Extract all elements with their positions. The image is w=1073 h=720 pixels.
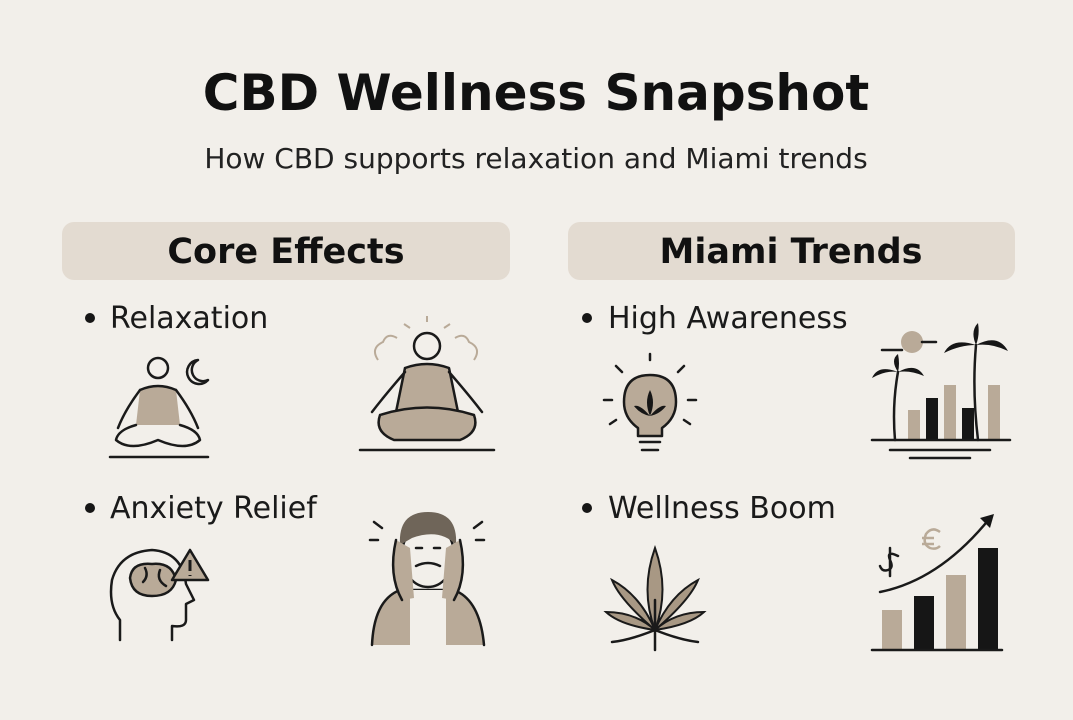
meditation-figure-icon xyxy=(358,316,496,452)
section-heading-box xyxy=(62,222,510,280)
section-heading: Core Effects xyxy=(167,232,404,272)
section-heading-box xyxy=(568,222,1015,280)
anxiety-icon xyxy=(109,548,210,642)
growth-icon xyxy=(870,514,1004,652)
bullet xyxy=(85,503,95,513)
bullet xyxy=(582,503,592,513)
item-label: Wellness Boom xyxy=(608,491,836,526)
miami-icon xyxy=(870,323,1012,460)
item-label: High Awareness xyxy=(608,301,848,336)
meditation-icon xyxy=(108,356,210,459)
bullet xyxy=(582,313,592,323)
lightbulb-icon xyxy=(602,352,698,452)
title: CBD Wellness Snapshot xyxy=(203,64,869,122)
leaf-icon xyxy=(603,545,707,652)
item-label: Anxiety Relief xyxy=(110,491,318,526)
section-heading: Miami Trends xyxy=(660,232,923,272)
subtitle: How CBD supports relaxation and Miami tr… xyxy=(204,142,867,175)
stress-icon xyxy=(368,512,486,647)
bullet xyxy=(85,313,95,323)
item-label: Relaxation xyxy=(110,301,268,336)
